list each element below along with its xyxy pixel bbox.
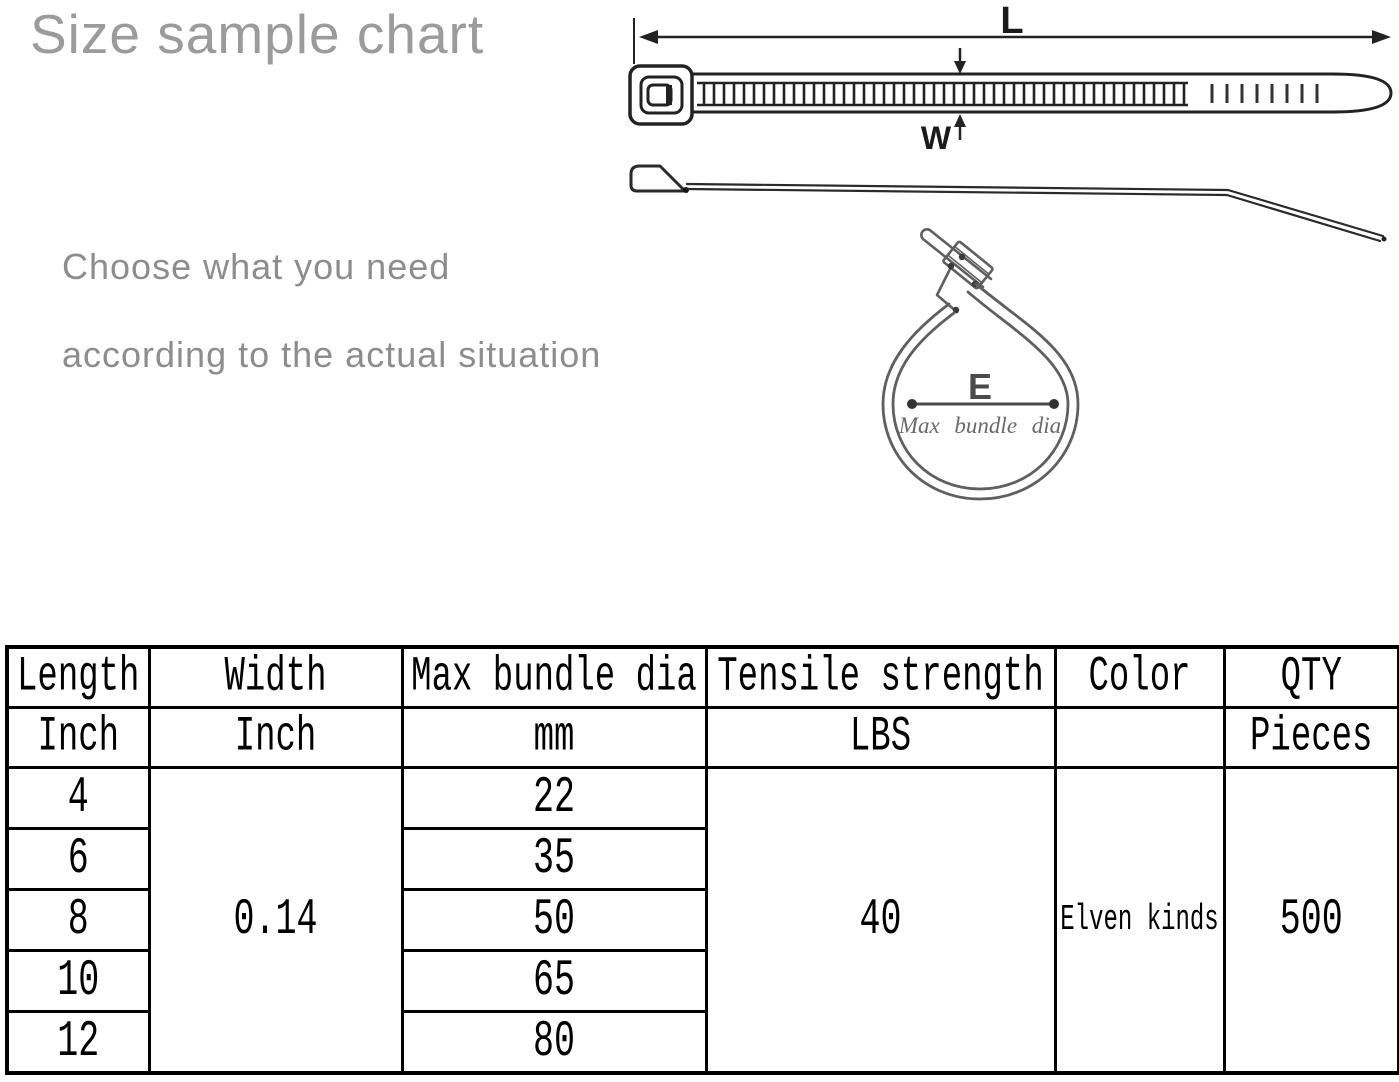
cell-length-1: 6 <box>5 827 151 891</box>
unit-qty: Pieces <box>1222 706 1399 769</box>
tie-head-outline <box>628 64 694 126</box>
unit-color <box>1053 706 1226 769</box>
w-arrowhead-up <box>954 114 966 127</box>
tie-strap-outline <box>692 72 1393 114</box>
th-qty: QTY <box>1222 645 1399 709</box>
th-length: Length <box>5 645 151 709</box>
cable-tie-loop-view: E Max bundle dia <box>881 228 1080 501</box>
cell-length-4: 12 <box>5 1010 151 1075</box>
table-row: 4 0.14 22 40 Elven kinds 500 <box>5 766 1399 1075</box>
subtitle-line-2: according to the actual situation <box>62 334 602 375</box>
table-row: 8 50 <box>5 888 1399 952</box>
cell-dia-3: 65 <box>400 949 708 1013</box>
w-arrowhead-down <box>954 61 966 74</box>
max-bundle-dia-caption: Max bundle dia <box>898 413 1061 438</box>
side-strap-top-line <box>685 182 1385 238</box>
cable-tie-top-view: L W <box>628 0 1393 156</box>
l-arrowhead-left <box>639 30 658 44</box>
th-width: Width <box>147 645 404 709</box>
cell-dia-1: 35 <box>400 827 708 891</box>
side-strap-bottom-line <box>685 187 1382 243</box>
cell-length-0: 4 <box>5 766 151 830</box>
loop-head-slot-bottom <box>946 254 983 284</box>
header-row-units: Inch Inch mm LBS Pieces <box>5 706 1399 769</box>
loop-joint-dot-4 <box>952 306 960 314</box>
loop-outer-ring <box>881 282 1080 501</box>
subtitle-line-1: Choose what you need <box>62 246 451 287</box>
size-spec-table: Length Width Max bundle dia Tensile stre… <box>5 645 1399 1075</box>
unit-tensile-strength: LBS <box>704 706 1057 769</box>
cell-length-3: 10 <box>5 949 151 1013</box>
tie-tip-tick-marks <box>1210 84 1319 103</box>
w-dimension-label: W <box>921 120 952 156</box>
cell-color-value: Elven kinds <box>1053 766 1226 1075</box>
cable-tie-diagrams: L W <box>628 0 1393 501</box>
loop-head-slot-top <box>953 245 990 275</box>
unit-width: Inch <box>147 706 404 769</box>
e-dimension-dot-right <box>1049 399 1059 409</box>
table-row: 12 80 <box>5 1010 1399 1075</box>
l-arrowhead-right <box>1372 30 1391 44</box>
cell-length-2: 8 <box>5 888 151 952</box>
header-row-names: Length Width Max bundle dia Tensile stre… <box>5 645 1399 709</box>
th-tensile-strength: Tensile strength <box>704 645 1057 709</box>
loop-joint-dot-1 <box>947 262 955 270</box>
loop-tail <box>920 228 993 289</box>
cell-tensile-value: 40 <box>704 766 1057 1075</box>
tie-strap-teeth <box>702 83 1186 105</box>
e-dimension-dot-left <box>907 399 917 409</box>
l-dimension-label: L <box>1000 0 1023 42</box>
side-strap-tip-dot <box>1381 236 1387 242</box>
page-title: Size sample chart <box>30 3 485 65</box>
unit-length: Inch <box>5 706 151 769</box>
th-color: Color <box>1053 645 1226 709</box>
table-row: 10 65 <box>5 949 1399 1013</box>
cell-dia-4: 80 <box>400 1010 708 1075</box>
loop-head-block <box>942 240 994 290</box>
side-head-outline <box>629 164 687 193</box>
loop-inner-ring <box>891 290 1070 491</box>
cell-width-value: 0.14 <box>147 766 404 1075</box>
loop-head-flap <box>935 267 959 314</box>
cell-dia-2: 50 <box>400 888 708 952</box>
unit-max-bundle-dia: mm <box>400 706 708 769</box>
cable-tie-side-view <box>629 164 1387 243</box>
cell-dia-0: 22 <box>400 766 708 830</box>
table-row: 6 35 <box>5 827 1399 891</box>
th-max-bundle-dia: Max bundle dia <box>400 645 708 709</box>
cell-qty-value: 500 <box>1222 766 1399 1075</box>
tie-head-inner <box>639 75 684 115</box>
loop-joint-dot-2 <box>958 253 966 261</box>
e-dimension-label: E <box>968 366 992 407</box>
